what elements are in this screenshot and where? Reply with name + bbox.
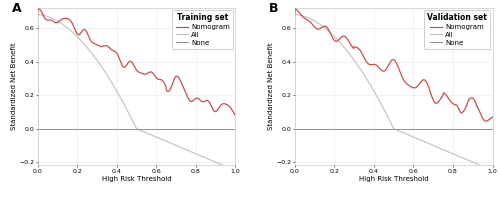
Nomogram [292,13,298,16]
None [166,127,172,130]
None [34,127,40,130]
All [151,135,157,137]
Line: Nomogram: Nomogram [38,9,235,115]
Y-axis label: Standardized Net Benefit: Standardized Net Benefit [11,43,17,130]
All [232,169,238,172]
None [70,127,75,130]
Nomogram [327,32,333,34]
All [326,31,332,33]
None [424,127,430,130]
All [408,135,414,137]
Nomogram [408,86,414,88]
X-axis label: High Risk Threshold: High Risk Threshold [359,176,428,182]
None [408,127,414,130]
All [34,13,40,16]
None [381,127,387,130]
Nomogram [152,74,158,76]
Nomogram [441,92,447,94]
Legend: Nomogram, All, None: Nomogram, All, None [172,10,233,49]
Nomogram [86,35,91,38]
None [151,127,157,130]
Nomogram [34,13,40,16]
None [184,127,190,130]
None [86,127,91,130]
Nomogram [483,120,489,122]
All [440,149,446,151]
Nomogram [36,8,42,10]
Text: A: A [12,2,22,15]
Nomogram [382,70,388,72]
All [86,48,91,50]
All [166,141,172,144]
None [124,127,130,130]
Nomogram [167,89,173,91]
Nomogram [124,63,130,65]
None [326,127,332,130]
Nomogram [424,82,430,85]
Nomogram [343,36,349,38]
Nomogram [292,8,298,10]
All [292,13,298,16]
Line: All: All [294,15,492,171]
Legend: Nomogram, All, None: Nomogram, All, None [424,10,490,49]
All [70,31,75,33]
Line: All: All [38,15,235,171]
Nomogram [184,94,190,97]
All [184,149,190,151]
Y-axis label: Standardized Net Benefit: Standardized Net Benefit [268,43,274,130]
All [490,169,496,172]
X-axis label: High Risk Threshold: High Risk Threshold [102,176,171,182]
Nomogram [232,114,238,116]
None [232,127,238,130]
All [124,109,130,111]
All [381,109,387,111]
None [342,127,348,130]
None [292,127,298,130]
Nomogram [70,23,76,26]
Text: B: B [269,2,278,15]
Line: Nomogram: Nomogram [294,9,492,121]
Nomogram [490,116,496,119]
None [440,127,446,130]
None [490,127,496,130]
All [342,48,348,50]
All [424,141,430,144]
